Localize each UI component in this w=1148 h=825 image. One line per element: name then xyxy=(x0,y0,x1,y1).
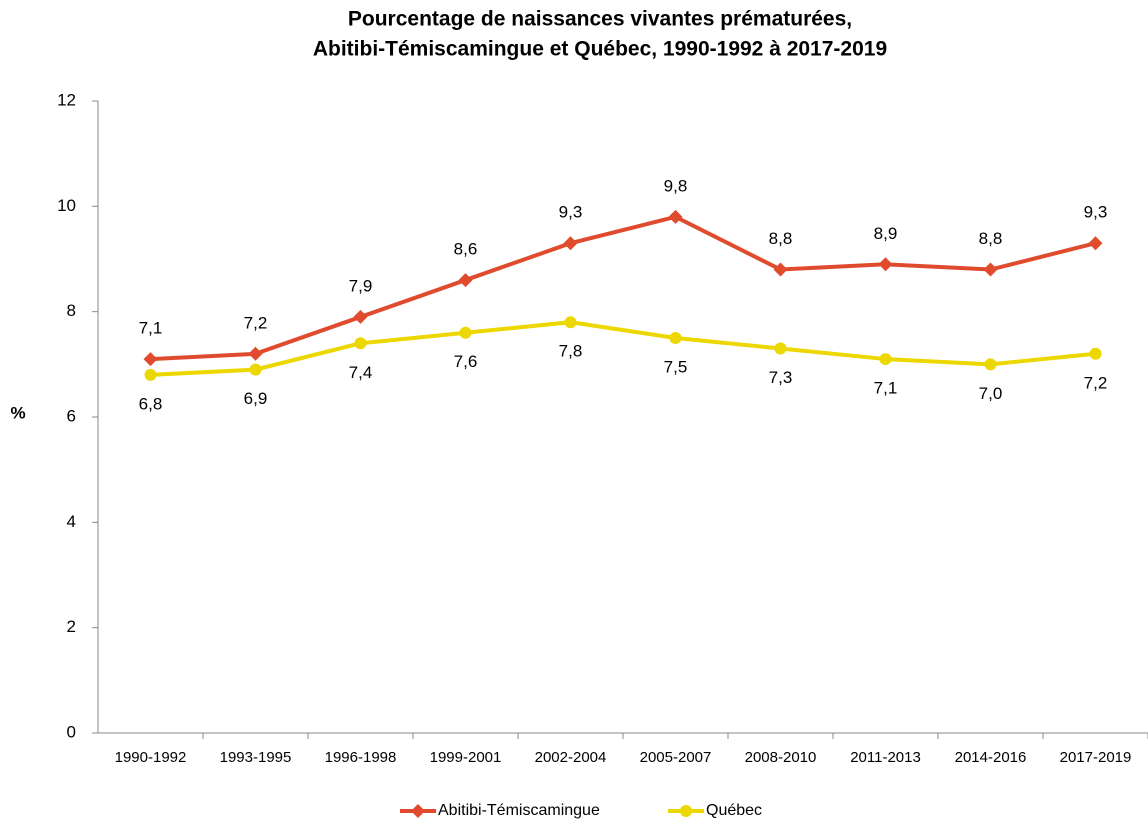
data-label: 7,2 xyxy=(244,313,268,332)
data-label: 7,0 xyxy=(979,384,1003,403)
y-tick-label: 4 xyxy=(67,512,76,531)
legend-label: Québec xyxy=(706,802,762,819)
chart-title: Abitibi-Témiscamingue et Québec, 1990-19… xyxy=(313,38,887,61)
data-point xyxy=(143,352,158,367)
data-label: 7,4 xyxy=(349,363,373,382)
data-label: 7,8 xyxy=(559,342,583,361)
data-point xyxy=(249,363,262,376)
x-tick-label: 1999-2001 xyxy=(430,749,502,766)
legend-marker xyxy=(411,804,425,818)
data-point xyxy=(354,337,367,350)
data-point xyxy=(879,353,892,366)
legend-marker xyxy=(680,805,692,817)
data-label: 8,6 xyxy=(454,240,478,259)
data-point xyxy=(774,342,787,355)
data-label: 7,1 xyxy=(139,319,163,338)
data-point xyxy=(248,346,263,361)
x-tick-label: 1993-1995 xyxy=(220,749,292,766)
data-point xyxy=(563,236,578,251)
data-label: 7,6 xyxy=(454,352,478,371)
y-tick-label: 12 xyxy=(57,90,76,109)
y-tick-label: 2 xyxy=(67,617,76,636)
data-point xyxy=(1089,347,1102,360)
y-axis-label: % xyxy=(10,403,25,422)
data-point xyxy=(459,326,472,339)
data-point xyxy=(144,368,157,381)
chart-title: Pourcentage de naissances vivantes préma… xyxy=(348,8,852,31)
data-point xyxy=(773,262,788,277)
data-point xyxy=(669,332,682,344)
data-label: 6,9 xyxy=(244,389,268,408)
x-tick-label: 2005-2007 xyxy=(640,749,712,766)
data-label: 7,5 xyxy=(664,357,688,376)
x-tick-label: 2017-2019 xyxy=(1060,749,1132,766)
x-tick-label: 1990-1992 xyxy=(115,749,187,766)
data-label: 9,3 xyxy=(1084,203,1108,222)
y-tick-label: 6 xyxy=(67,406,76,425)
data-point xyxy=(983,262,998,277)
data-label: 9,3 xyxy=(559,203,583,222)
y-tick-label: 8 xyxy=(67,301,76,320)
data-label: 8,8 xyxy=(769,229,793,248)
data-label: 7,2 xyxy=(1084,373,1108,392)
x-tick-label: 2014-2016 xyxy=(955,749,1027,766)
series-line xyxy=(150,214,1096,362)
x-tick-label: 2002-2004 xyxy=(535,749,607,766)
data-label: 8,8 xyxy=(979,229,1003,248)
x-tick-label: 1996-1998 xyxy=(325,749,397,766)
data-label: 7,1 xyxy=(874,379,898,398)
x-tick-label: 2011-2013 xyxy=(850,749,921,766)
series-line xyxy=(150,320,1096,377)
data-label: 7,3 xyxy=(769,368,793,387)
data-label: 9,8 xyxy=(664,176,688,195)
data-point xyxy=(564,316,577,329)
y-tick-label: 0 xyxy=(67,722,76,741)
data-point xyxy=(458,273,473,288)
data-point xyxy=(984,358,997,371)
y-tick-label: 10 xyxy=(57,196,76,215)
legend-label: Abitibi-Témiscamingue xyxy=(438,802,600,819)
data-label: 7,9 xyxy=(349,276,373,295)
x-tick-label: 2008-2010 xyxy=(745,749,817,766)
data-point xyxy=(1088,236,1103,251)
data-point xyxy=(668,209,683,224)
data-point xyxy=(878,257,893,272)
data-label: 8,9 xyxy=(874,224,898,243)
data-label: 6,8 xyxy=(139,394,163,413)
data-point xyxy=(353,309,368,324)
